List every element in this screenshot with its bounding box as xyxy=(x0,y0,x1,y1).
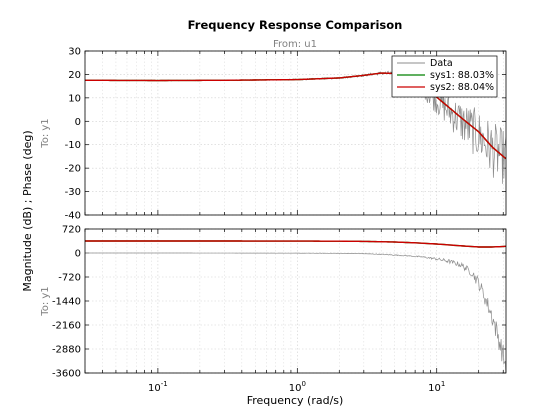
magnitude-y-tick-label: 30 xyxy=(68,47,81,58)
x-tick-label: 100 xyxy=(289,380,306,394)
phase-output-label: To: y1 xyxy=(40,286,51,316)
phase-y-tick-label: 720 xyxy=(62,225,81,236)
magnitude-y-tick-label: 20 xyxy=(68,70,81,81)
phase-panel: 720 0 -720 -1440 -2160 -2880 -3600 xyxy=(52,225,507,380)
x-tick-label-exponent: 1 xyxy=(441,380,445,388)
magnitude-y-tick-label: -30 xyxy=(65,187,81,198)
phase-y-tick-label: -2160 xyxy=(52,321,81,332)
magnitude-axes-box xyxy=(84,50,507,216)
magnitude-y-tick-label: -20 xyxy=(65,164,81,175)
phase-y-ticks: 720 0 -720 -1440 -2160 -2880 -3600 xyxy=(52,225,506,380)
phase-y-tick-label: -2880 xyxy=(52,345,81,356)
legend-label-1: sys1: 88.03% xyxy=(430,70,494,81)
x-tick-label: 101 xyxy=(428,380,445,394)
phase-series xyxy=(85,240,506,373)
input-channel-label: From: u1 xyxy=(273,39,317,50)
x-tick-label-base: 10 xyxy=(289,383,302,394)
x-tick-label-base: 10 xyxy=(428,383,441,394)
x-tick-label-base: 10 xyxy=(148,383,161,394)
x-axis-label: Frequency (rad/s) xyxy=(247,394,344,407)
x-tick-label-exponent: -1 xyxy=(161,380,168,388)
magnitude-output-label: To: y1 xyxy=(40,118,51,148)
legend-label-0: Data xyxy=(430,58,453,69)
phase-y-tick-label: -720 xyxy=(58,273,81,284)
phase-series-data xyxy=(85,252,506,373)
magnitude-y-tick-label: 0 xyxy=(75,117,81,128)
phase-y-tick-label: -1440 xyxy=(52,297,81,308)
y-axis-label: Magnitude (dB) ; Phase (deg) xyxy=(21,130,34,291)
chart-title: Frequency Response Comparison xyxy=(188,18,403,32)
magnitude-y-tick-label: -10 xyxy=(65,140,81,151)
legend-label-2: sys2: 88.04% xyxy=(430,82,494,93)
phase-y-tick-label: -3600 xyxy=(52,369,81,380)
phase-y-tick-label: 0 xyxy=(75,249,81,260)
x-tick-label-exponent: 0 xyxy=(301,380,305,388)
magnitude-y-tick-label: 10 xyxy=(68,93,81,104)
phase-axes-box xyxy=(84,228,507,374)
phase-series-sys2 xyxy=(85,240,506,248)
x-tick-label: 10-1 xyxy=(148,380,168,394)
x-ticks: 10-1 100 101 xyxy=(148,380,445,394)
magnitude-y-tick-label: -40 xyxy=(65,211,81,222)
